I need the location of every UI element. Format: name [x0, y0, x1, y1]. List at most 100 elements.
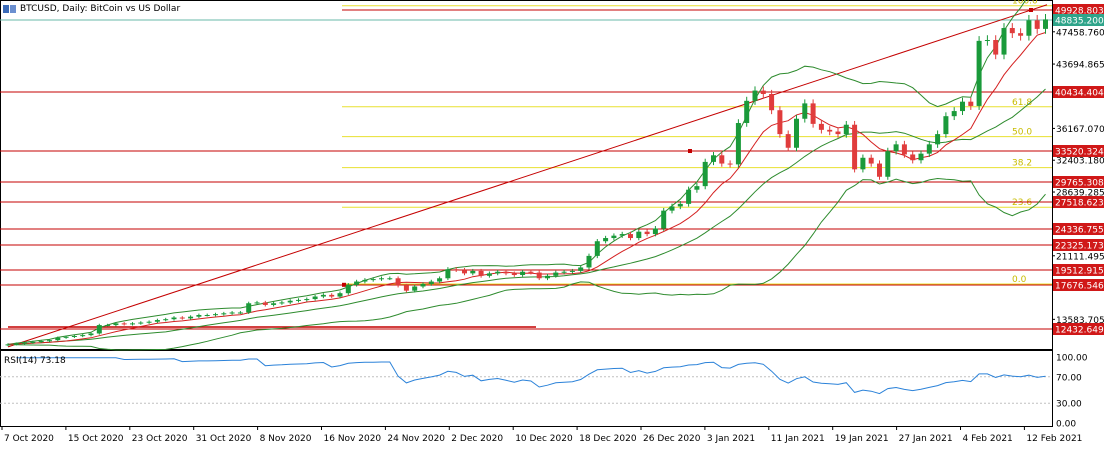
- candle: [379, 276, 384, 281]
- candle: [918, 150, 924, 164]
- candle-body: [370, 279, 376, 281]
- candle: [926, 140, 932, 157]
- candle: [993, 35, 999, 60]
- candle-body: [644, 231, 650, 235]
- window-icon: [3, 5, 16, 13]
- candle: [329, 293, 335, 299]
- candle: [503, 269, 509, 276]
- candle-body: [478, 270, 484, 276]
- candle: [752, 86, 758, 105]
- candle-body: [495, 271, 501, 274]
- price-axis-label: 21111.495: [1056, 252, 1104, 262]
- candle-body: [661, 210, 667, 229]
- candle: [636, 229, 642, 241]
- candle-body: [1001, 28, 1007, 55]
- candles: [5, 14, 1048, 347]
- candle: [852, 120, 858, 173]
- candle-body: [652, 228, 658, 235]
- candle-body: [5, 344, 11, 346]
- candle: [976, 36, 982, 110]
- date-axis-label: 4 Feb 2021: [963, 434, 1013, 444]
- price-axis-label: 36167.070: [1056, 125, 1104, 135]
- candle-body: [213, 314, 218, 316]
- candle: [868, 154, 874, 167]
- candle: [652, 225, 658, 237]
- candle-body: [188, 316, 194, 319]
- candle-body: [785, 134, 791, 148]
- candle-body: [271, 303, 277, 305]
- candle-body: [893, 144, 899, 152]
- candle: [893, 140, 899, 155]
- candle-body: [354, 281, 360, 285]
- candle: [30, 340, 36, 344]
- candle: [196, 313, 202, 319]
- candle-body: [1018, 33, 1024, 36]
- price-axis-label: 47458.760: [1056, 28, 1104, 38]
- candle: [453, 267, 459, 273]
- candle-body: [412, 286, 418, 291]
- candle-body: [569, 270, 575, 272]
- candle: [827, 126, 833, 136]
- price-tag: [1053, 239, 1104, 251]
- candle: [478, 268, 484, 278]
- candle: [246, 301, 252, 314]
- candle: [345, 283, 351, 295]
- fib-label: 23.6: [1012, 198, 1032, 208]
- bollinger-middle: [7, 88, 1046, 345]
- candle: [835, 127, 841, 138]
- price-axis-label: 43694.865: [1056, 61, 1104, 71]
- candle-body: [984, 40, 990, 42]
- candle: [47, 339, 52, 343]
- candle-body: [794, 118, 799, 148]
- fibonacci-levels: 100.0 61.8 50.0 38.2 23.6 0.0: [342, 0, 1052, 285]
- candle-body: [868, 157, 874, 164]
- fib-label: 50.0: [1012, 128, 1032, 138]
- candle: [578, 265, 584, 273]
- candle-body: [818, 123, 824, 130]
- candle-body: [437, 278, 443, 282]
- candle-body: [486, 273, 492, 276]
- candle-body: [735, 123, 741, 165]
- date-axis-label: 27 Jan 2021: [899, 434, 953, 444]
- candle: [669, 203, 675, 214]
- date-axis-label: 7 Oct 2020: [4, 434, 54, 444]
- trend-anchor: [688, 149, 692, 154]
- candle: [611, 233, 617, 241]
- candle-body: [528, 271, 534, 273]
- candle: [470, 268, 476, 276]
- candle-body: [628, 234, 633, 239]
- candle-body: [777, 110, 783, 135]
- date-axis-label: 24 Nov 2020: [387, 434, 445, 444]
- price-axis-label: 33520.324: [1055, 148, 1104, 158]
- fib-label: 61.8: [1012, 98, 1032, 108]
- date-axis-label: 19 Jan 2021: [835, 434, 889, 444]
- candle: [437, 276, 443, 284]
- candle: [644, 229, 650, 237]
- candle: [935, 130, 941, 148]
- candle: [38, 339, 44, 343]
- candle-body: [503, 271, 509, 274]
- candle: [412, 284, 418, 293]
- candle-body: [545, 275, 550, 279]
- candle-body: [470, 270, 476, 274]
- candle: [237, 311, 243, 314]
- candle: [221, 311, 227, 316]
- candle-body: [379, 278, 384, 280]
- candle: [80, 333, 86, 338]
- candle-body: [337, 293, 343, 297]
- candle-body: [154, 320, 160, 322]
- candle-body: [968, 101, 974, 106]
- bollinger-lower: [7, 177, 1046, 351]
- date-axis-label: 23 Oct 2020: [132, 434, 188, 444]
- candle-body: [561, 271, 567, 273]
- candle: [561, 269, 567, 275]
- candle-body: [80, 335, 86, 337]
- candle-body: [179, 317, 185, 319]
- candle: [553, 270, 559, 278]
- candle: [229, 311, 235, 315]
- candle: [254, 300, 260, 305]
- candle: [262, 300, 268, 307]
- candle: [694, 183, 700, 193]
